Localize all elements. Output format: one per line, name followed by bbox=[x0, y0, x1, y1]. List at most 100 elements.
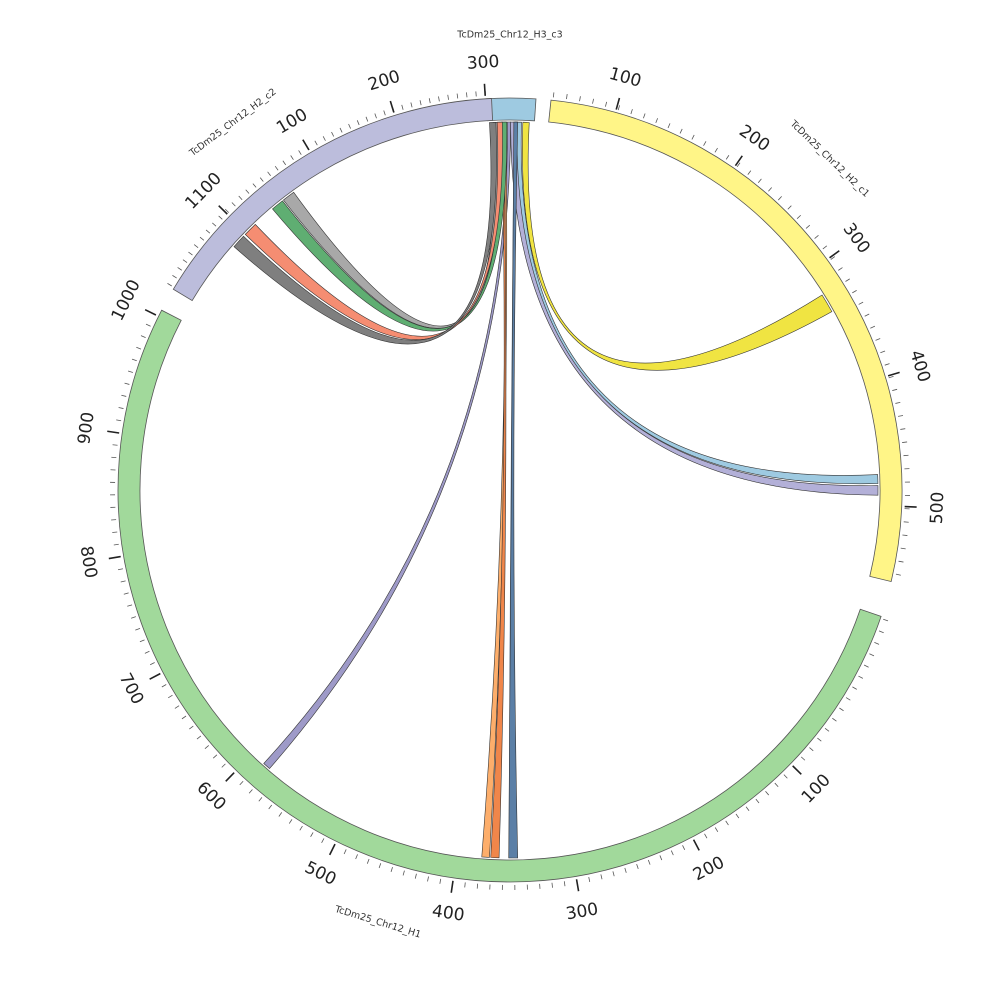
minor-tick bbox=[402, 105, 403, 110]
minor-tick bbox=[589, 877, 590, 882]
minor-tick bbox=[200, 237, 204, 240]
minor-tick bbox=[643, 114, 645, 119]
minor-tick bbox=[289, 819, 292, 823]
minor-tick bbox=[340, 128, 342, 133]
minor-tick bbox=[222, 764, 226, 767]
minor-tick bbox=[660, 855, 662, 860]
minor-tick bbox=[625, 868, 626, 873]
minor-tick bbox=[788, 206, 792, 210]
tick-label-h1-300: 300 bbox=[564, 899, 599, 924]
minor-tick bbox=[726, 155, 729, 159]
minor-tick bbox=[311, 832, 314, 836]
minor-tick bbox=[189, 726, 193, 729]
major-tick bbox=[451, 881, 453, 893]
minor-tick bbox=[415, 874, 416, 879]
major-tick bbox=[484, 84, 485, 96]
minor-tick bbox=[183, 260, 187, 263]
minor-tick bbox=[892, 389, 897, 390]
minor-tick bbox=[902, 442, 907, 443]
minor-tick bbox=[865, 314, 869, 316]
minor-tick bbox=[765, 791, 768, 795]
minor-tick bbox=[249, 789, 252, 793]
minor-tick bbox=[300, 826, 303, 830]
minor-tick bbox=[268, 172, 271, 176]
minor-tick bbox=[564, 881, 565, 886]
tick-label-h1-100: 100 bbox=[798, 770, 835, 807]
minor-tick bbox=[332, 132, 334, 136]
tick-label-h2c2-100: 100 bbox=[273, 105, 311, 139]
major-tick bbox=[577, 879, 579, 891]
minor-tick bbox=[758, 179, 761, 183]
major-tick bbox=[330, 844, 335, 855]
tick-label-h1-600: 600 bbox=[192, 778, 229, 815]
minor-tick bbox=[136, 347, 141, 349]
minor-tick bbox=[114, 544, 119, 545]
minor-tick bbox=[128, 371, 133, 372]
chromosome-label-h3c3: TcDm25_Chr12_H3_c3 bbox=[456, 30, 562, 41]
minor-tick bbox=[457, 94, 458, 99]
minor-tick bbox=[671, 851, 673, 856]
minor-tick bbox=[784, 775, 787, 779]
minor-tick bbox=[131, 617, 136, 619]
minor-tick bbox=[778, 196, 781, 200]
minor-tick bbox=[205, 745, 209, 748]
minor-tick bbox=[613, 871, 614, 876]
minor-tick bbox=[889, 376, 894, 377]
minor-tick bbox=[593, 99, 594, 104]
minor-tick bbox=[631, 109, 633, 114]
minor-tick bbox=[901, 548, 906, 549]
minor-tick bbox=[637, 864, 639, 869]
minor-tick bbox=[845, 279, 849, 282]
minor-tick bbox=[146, 324, 151, 326]
minor-tick bbox=[880, 351, 885, 353]
minor-tick bbox=[132, 359, 137, 361]
minor-tick bbox=[801, 757, 805, 760]
minor-tick bbox=[403, 871, 404, 876]
minor-tick bbox=[167, 283, 171, 286]
minor-tick bbox=[885, 364, 890, 366]
minor-tick bbox=[349, 124, 351, 129]
minor-tick bbox=[384, 110, 386, 115]
minor-tick bbox=[344, 849, 346, 854]
minor-tick bbox=[275, 166, 278, 170]
minor-tick bbox=[692, 135, 694, 139]
minor-tick bbox=[815, 235, 819, 238]
minor-tick bbox=[253, 184, 256, 188]
minor-tick bbox=[874, 642, 879, 644]
minor-tick bbox=[356, 854, 358, 859]
minor-tick bbox=[140, 640, 145, 642]
minor-tick bbox=[797, 215, 801, 218]
minor-tick bbox=[299, 150, 302, 154]
minor-tick bbox=[194, 245, 198, 248]
minor-tick bbox=[896, 574, 901, 575]
chromosome-label-h2c1: TcDm25_Chr12_H2_c1 bbox=[787, 118, 871, 200]
minor-tick bbox=[269, 805, 272, 809]
major-tick bbox=[694, 840, 700, 851]
minor-tick bbox=[823, 246, 827, 249]
major-tick bbox=[150, 674, 161, 680]
minor-tick bbox=[239, 196, 242, 200]
minor-tick bbox=[240, 781, 243, 785]
major-tick bbox=[145, 310, 156, 315]
tick-label-h2c1-500: 500 bbox=[927, 491, 948, 524]
minor-tick bbox=[846, 698, 850, 701]
minor-tick bbox=[391, 867, 392, 872]
link-ribbon-11 bbox=[234, 122, 497, 344]
minor-tick bbox=[869, 654, 874, 656]
tick-label-h1-1000: 1000 bbox=[108, 277, 145, 325]
minor-tick bbox=[150, 663, 154, 665]
minor-tick bbox=[748, 171, 751, 175]
minor-tick bbox=[736, 814, 739, 818]
tick-label-h1-500: 500 bbox=[301, 858, 339, 890]
minor-tick bbox=[438, 96, 439, 101]
minor-tick bbox=[162, 685, 166, 687]
minor-tick bbox=[246, 190, 249, 194]
minor-tick bbox=[465, 882, 466, 887]
tick-label-h2c1-100: 100 bbox=[607, 64, 644, 92]
minor-tick bbox=[172, 275, 176, 278]
minor-tick bbox=[852, 290, 856, 293]
major-tick bbox=[793, 766, 802, 774]
minor-tick bbox=[135, 628, 140, 630]
minor-tick bbox=[726, 821, 729, 825]
